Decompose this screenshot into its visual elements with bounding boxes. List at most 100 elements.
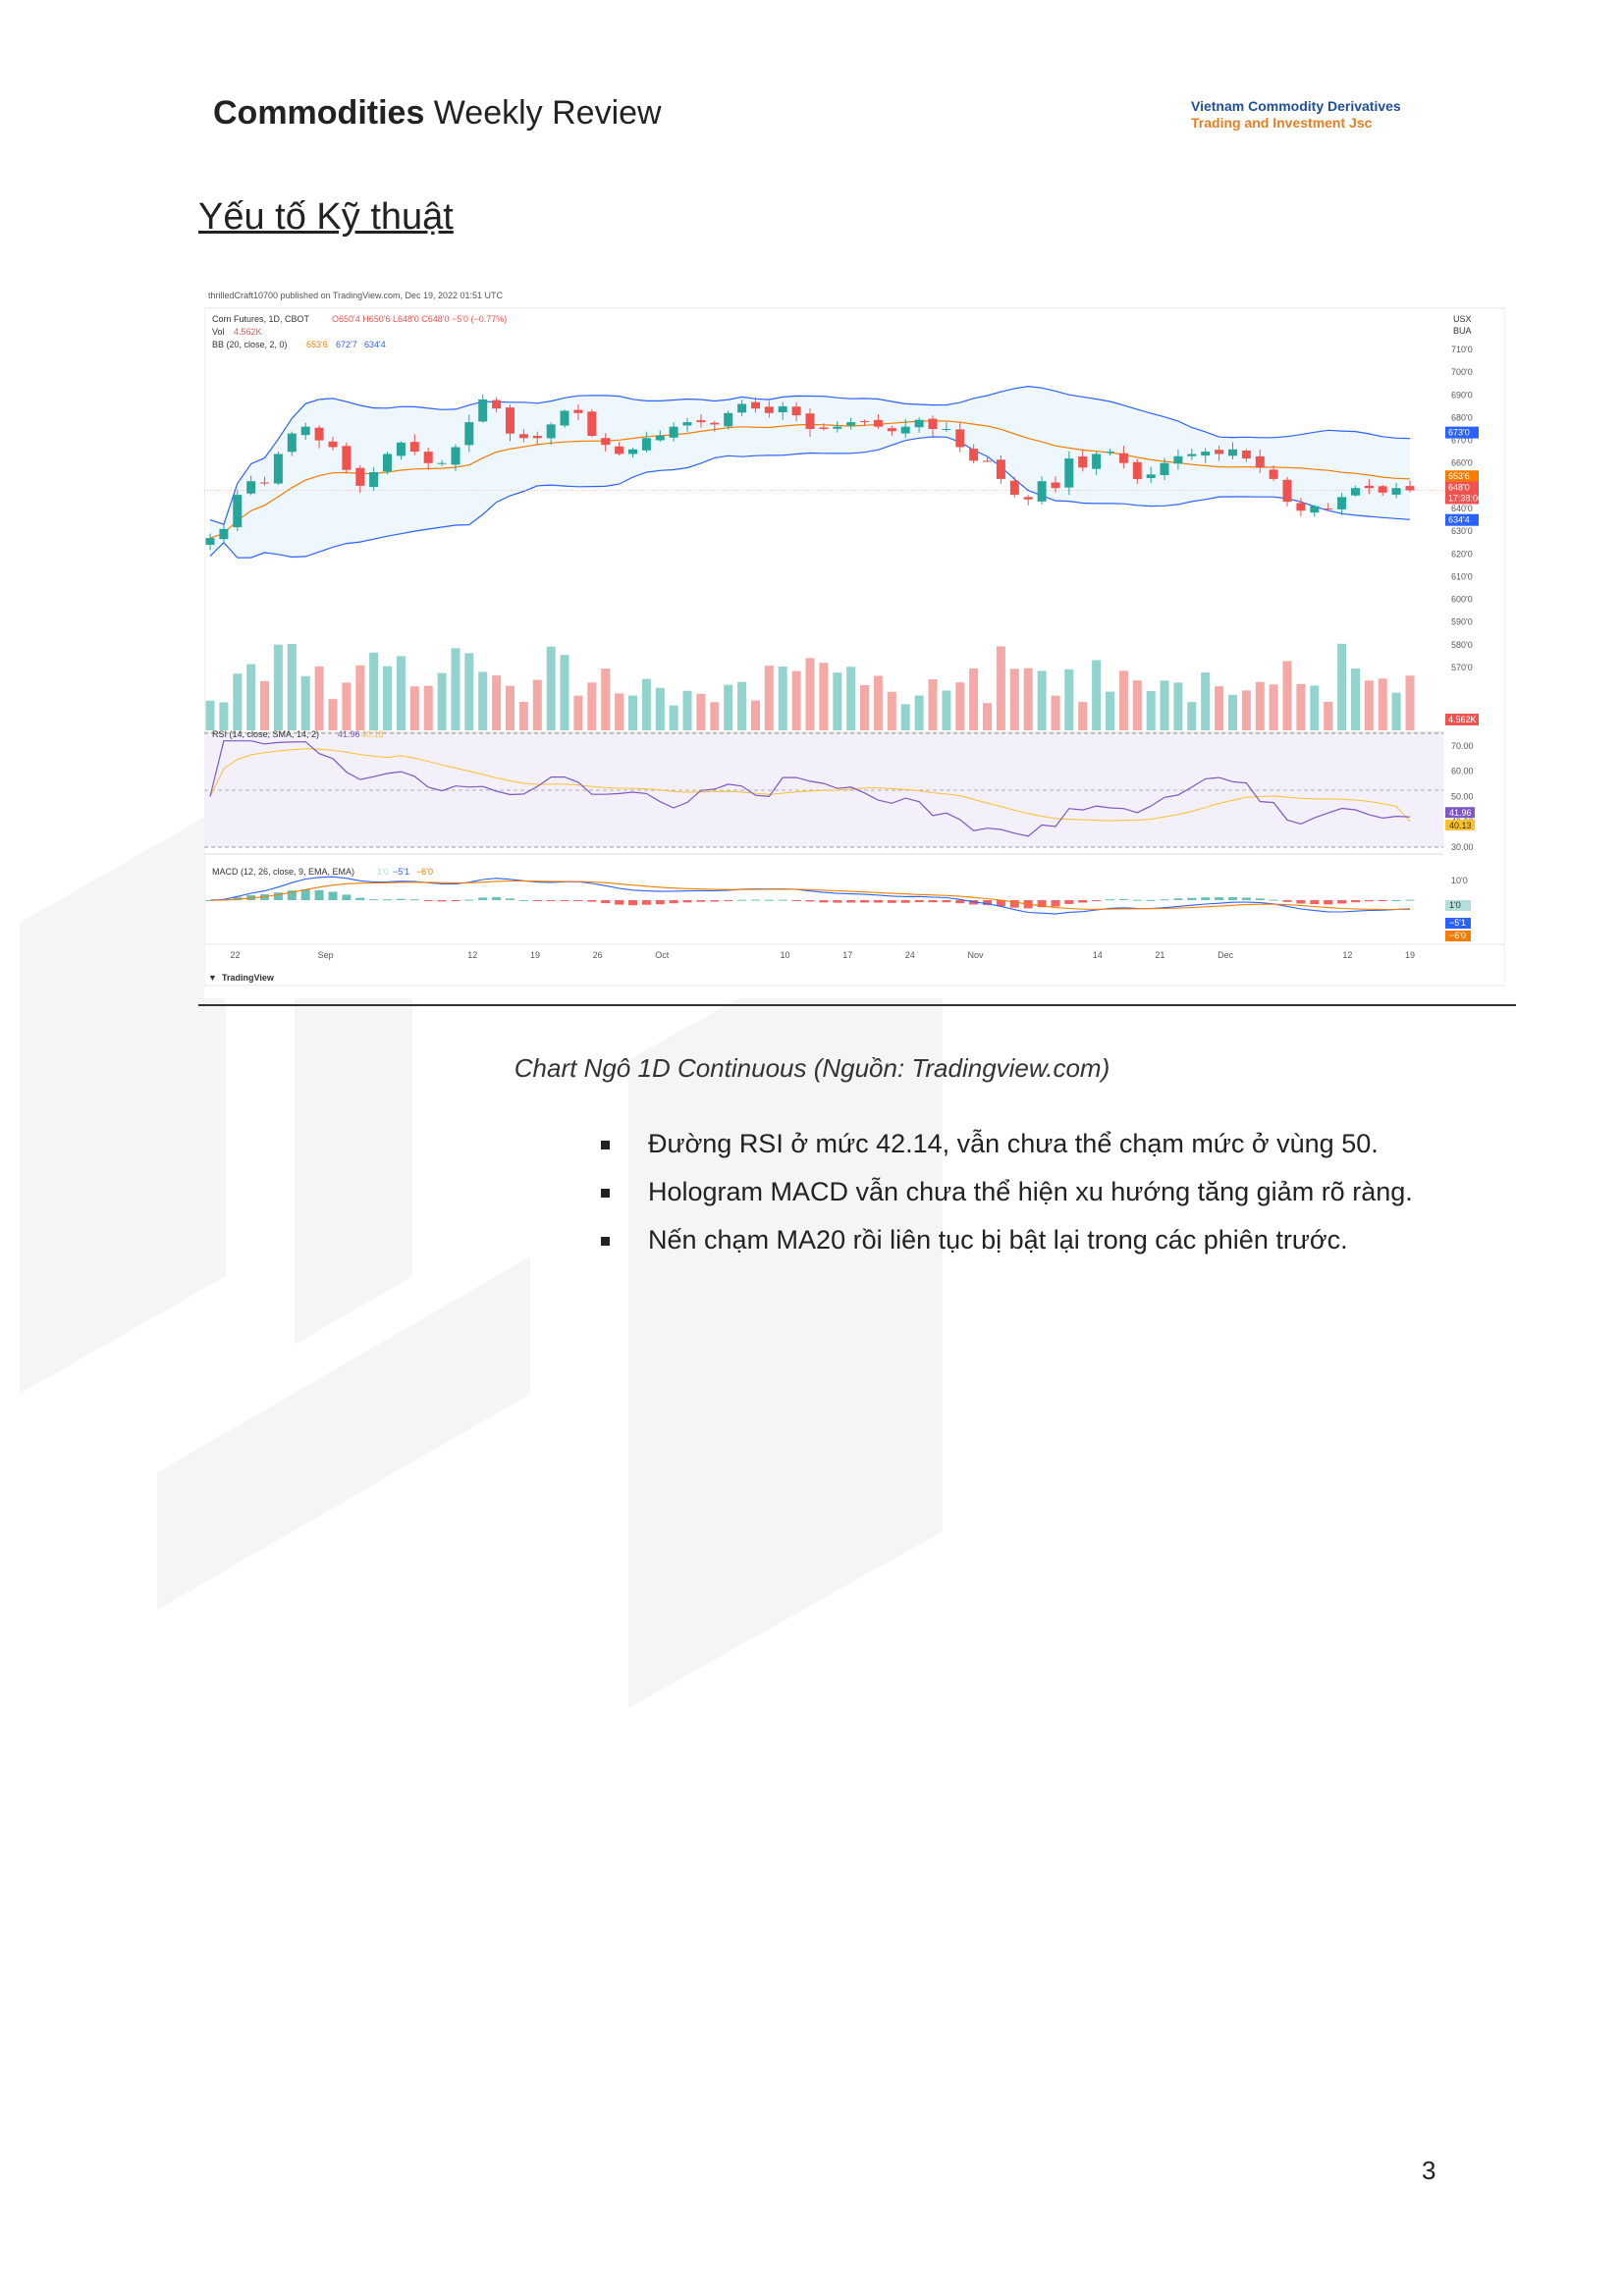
company-line2: Trading and Investment Jsc [1191,115,1373,131]
macd-histogram-bar [914,900,924,903]
macd-histogram-bar [601,900,611,904]
price-tick-label: 580'0 [1451,640,1473,650]
rsi-tick-label: 30.00 [1451,842,1474,852]
macd-histogram-bar [1106,899,1114,901]
macd-histogram-bar [983,900,992,906]
tradingview-chart: thrilledCraft10700 published on TradingV… [203,287,1506,998]
x-tick-label: 21 [1155,950,1164,960]
section-title: Yếu tố Kỹ thuật [198,196,454,238]
bb-label: BB (20, close, 2, 0) [212,340,288,349]
macd-histogram-bar [437,900,447,902]
rsi-tag-label: 41.96 [1449,808,1472,818]
macd-histogram-bar [300,889,310,900]
candle-body [1064,458,1074,488]
macd-histogram-bar [1064,900,1074,904]
bullet-text: Hologram MACD vẫn chưa thể hiện xu hướng… [648,1177,1413,1206]
volume-bar [437,672,447,730]
candle-body [273,454,283,484]
volume-bar [737,681,747,730]
candle-body [1132,461,1142,479]
candle-body [205,538,215,545]
candle-body [764,406,774,413]
macd-histogram-bar [287,890,297,900]
macd-histogram-bar [560,900,569,901]
rsi-label: RSI (14, close, SMA, 14, 2) [212,729,319,739]
price-tag-label: 653'6 [1448,471,1470,481]
volume-bar [914,695,924,730]
x-tick-label: 10 [781,950,790,960]
price-tag [1445,714,1479,725]
volume-bar [1296,683,1306,730]
volume-bar [615,693,624,730]
macd-histogram-bar [1324,900,1333,905]
candle-body [942,429,951,430]
candle-body [778,405,787,412]
macd-histogram-bar [423,900,433,901]
candle-body [1173,455,1183,464]
volume-bar [1078,702,1088,730]
volume-bar [328,699,338,730]
volume-bar [273,644,283,730]
macd-histogram-bar [764,899,774,901]
vol-value: 4.562K [234,327,262,337]
candle-body [532,436,542,439]
macd-histogram-bar [996,900,1005,907]
macd-histogram-bar [696,900,706,902]
candle-body [682,422,692,426]
candle-body [860,421,869,422]
candle-body [233,495,243,528]
candle-body [369,472,379,488]
candle-body [300,426,310,436]
x-tick-label: 19 [1405,950,1415,960]
macd-tag-label: 1'0 [1449,900,1461,910]
candle-body [478,399,488,422]
candle-body [260,482,269,484]
bullet-square-icon [601,1237,610,1246]
volume-bar [778,667,787,730]
chart-ohlc: O650'4 H650'6 L648'0 C648'0 −5'0 (−0.77%… [332,314,507,324]
volume-bar [819,663,829,730]
macd-histogram-bar [532,900,542,901]
volume-bar [314,666,324,730]
macd-histogram-bar [737,899,747,901]
macd-histogram-bar [1146,899,1156,901]
volume-bar [628,695,637,730]
volume-bar [260,680,269,730]
price-tick-label: 640'0 [1451,504,1473,513]
rsi-tick-label: 60.00 [1451,767,1474,776]
macd-histogram-bar [641,900,651,905]
bb-lower-value: 634'4 [364,340,386,349]
rsi-sma-value: 40.13 [361,729,384,739]
macd-histogram-bar [724,900,733,901]
price-tick-label: 670'0 [1451,436,1473,446]
candle-body [423,452,433,463]
candle-body [710,422,720,425]
volume-bar [1255,681,1265,730]
bollinger-upper-line [209,385,1411,525]
price-tag-label: 4.562K [1448,715,1477,724]
candle-body [1241,451,1251,459]
candle-body [1310,506,1320,513]
macd-tag-label: −5'1 [1449,918,1466,928]
rsi-tick-label: 70.00 [1451,741,1474,751]
price-tick-label: 570'0 [1451,663,1473,672]
volume-bar [805,658,815,730]
volume-bar [1023,667,1033,730]
price-unit: BUA [1453,326,1472,336]
rsi-value: 41.96 [338,729,360,739]
macd-histogram-bar [846,900,856,903]
macd-histogram-bar [464,899,474,901]
x-tick-label: 14 [1093,950,1103,960]
candle-body [396,442,406,456]
candle-body [1269,469,1278,479]
candle-body [409,442,419,453]
analysis-bullet-list: Đường RSI ở mức 42.14, vẫn chưa thể chạm… [599,1131,1413,1275]
macd-histogram-bar [791,900,801,901]
price-tag-label: 673'0 [1448,428,1470,438]
price-tag [1445,513,1479,526]
volume-bar [900,704,910,730]
candle-body [587,411,597,436]
candle-body [1146,474,1156,478]
volume-bar [369,652,379,730]
macd-histogram-bar [573,900,583,901]
